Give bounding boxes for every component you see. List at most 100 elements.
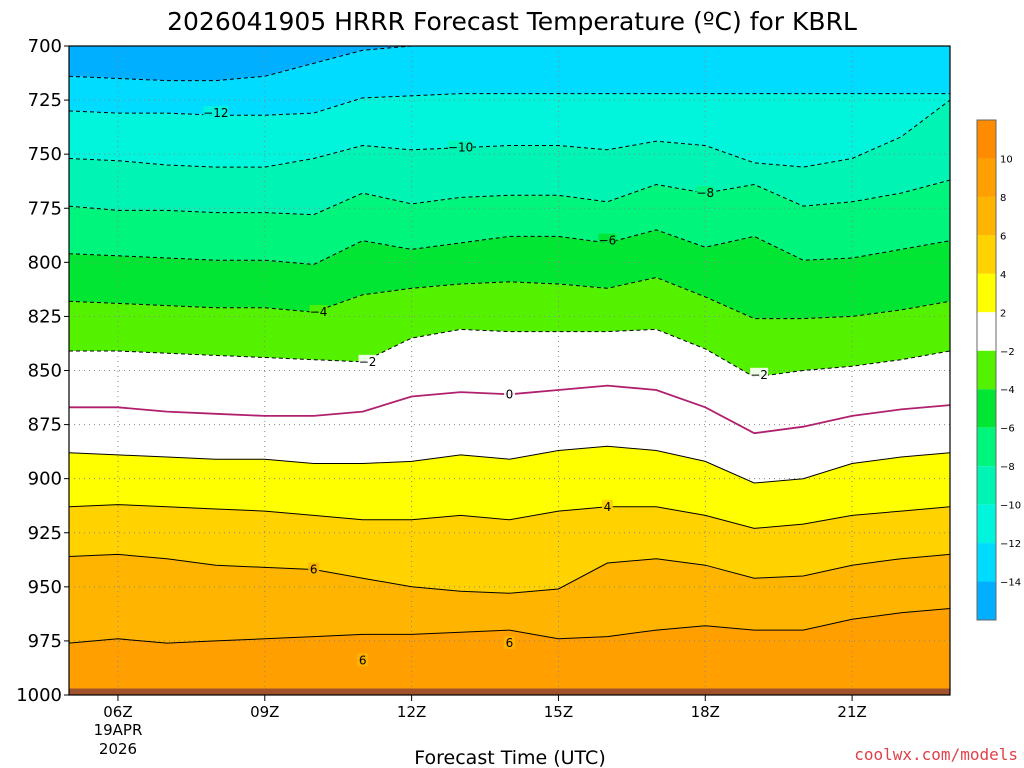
colorbar-label: −10 [1000,501,1021,512]
colorbar-label: −6 [1000,424,1015,435]
contour-label-bg [358,354,377,368]
ground-strip [69,688,950,695]
temp-band-4 [69,180,950,265]
contour-label: −8 [696,186,714,200]
contour-label: −2 [750,368,768,382]
colorbar-swatch [977,466,996,505]
isotherm-8 [69,608,950,644]
temp-band-0 [69,46,950,81]
temp-band-2 [69,93,950,168]
colorbar-label: 8 [1000,193,1006,204]
isotherm-6 [69,553,950,594]
temp-band-3 [69,100,950,215]
colorbar-swatch [977,235,996,274]
y-tick-label: 725 [28,90,62,111]
contour-label-bg [601,499,613,513]
contour-label-bg [504,387,515,401]
contour-label: −6 [599,234,617,248]
temp-band-6 [69,277,950,377]
contour-label: −10 [448,141,473,155]
temp-band-9 [69,446,950,529]
colorbar-label: −2 [1000,347,1015,358]
contour-label-bg [448,140,474,154]
y-tick-label: 975 [28,631,62,652]
colorbar-label: −14 [1000,578,1021,589]
x-tick-label: 18Z [691,703,720,721]
x-tick-label: 06Z [103,703,132,721]
contour-labels: −12 −10 −8 −6 −4 −2 −2 0 4 6 6 6 [203,106,769,667]
temp-band-5 [69,229,950,319]
x-axis: 06Z 09Z 12Z 15Z 18Z 21Z [103,695,867,721]
temp-band-10 [69,504,950,594]
colorbar-swatch [977,543,996,582]
colorbar-swatch [977,504,996,544]
y-tick-label: 750 [28,144,62,165]
contour-label-bg [750,367,769,381]
colorbar-frame [976,119,997,621]
colorbar-label: −4 [1000,385,1015,396]
colorbar-swatch [977,312,996,351]
temp-band-8 [69,385,950,483]
plot-area: −12 −10 −8 −6 −4 −2 −2 0 4 6 6 6 [68,45,951,696]
y-tick-label: 925 [28,523,62,544]
contour-label: 4 [604,500,612,514]
y-axis: 700 725 750 775 800 825 850 875 900 925 950 975 1000 [16,36,69,706]
isotherm--10 [69,99,950,168]
credit-link[interactable]: coolwx.com/models [854,745,1018,764]
x-tick-label: 21Z [837,703,866,721]
x-date-line2: 2026 [99,740,137,758]
x-tick-label: 09Z [250,703,279,721]
contour-label-bg [203,106,229,120]
colorbar-label: 6 [1000,231,1006,242]
x-axis-label: Forecast Time (UTC) [414,747,605,768]
colorbar-label: 4 [1000,270,1006,281]
temperature-bands [69,46,950,695]
contour-label-bg [308,562,320,576]
isotherm-4 [69,504,950,529]
contour-label-bg [309,305,328,319]
temp-band-12 [69,608,950,695]
temp-band-7 [69,329,950,434]
colorbar-label: −12 [1000,539,1021,550]
isotherm-lines [69,46,950,644]
colorbar-label: 10 [1000,154,1013,165]
y-tick-label: 950 [28,577,62,598]
colorbar-swatch [977,273,996,313]
colorbar-swatch [977,350,996,390]
contour-label: 6 [359,653,367,667]
colorbar-swatch [977,158,996,197]
y-tick-label: 700 [28,36,62,57]
isotherm--8 [69,179,950,216]
temp-band-1 [69,46,950,116]
x-tick-label: 12Z [397,703,426,721]
contour-label: −4 [310,305,328,319]
colorbar-swatch [977,427,996,467]
colorbar-label: 2 [1000,308,1006,319]
isotherm--2 [69,328,950,378]
contour-label-bg [696,186,715,200]
x-tick-label: 15Z [544,703,573,721]
y-tick-label: 850 [28,361,62,382]
ground-surface [69,688,950,695]
isotherm--12 [69,93,950,116]
y-tick-label: 875 [28,415,62,436]
isotherm--4 [69,276,950,320]
y-tick-label: 900 [28,469,62,490]
colorbar-swatch [977,581,996,620]
chart-title: 2026041905 HRRR Forecast Temperature (ºC… [167,7,857,36]
contour-label: 6 [310,563,318,577]
contour-label-bg [504,636,515,650]
x-date-line1: 19APR [94,721,143,739]
colorbar-swatch [977,196,996,236]
contour-label: −12 [203,106,228,120]
colorbar: 10 8 6 4 2 −2 −4 −6 −8 −10 −12 −14 [976,119,1021,621]
y-tick-label: 800 [28,252,62,273]
contour-label: 0 [506,387,514,401]
temp-band-11 [69,554,950,644]
y-tick-label: 825 [28,306,62,327]
contour-label: −2 [359,355,377,369]
contour-label-bg [598,233,617,247]
colorbar-swatch [977,389,996,428]
colorbar-swatch [977,120,996,159]
